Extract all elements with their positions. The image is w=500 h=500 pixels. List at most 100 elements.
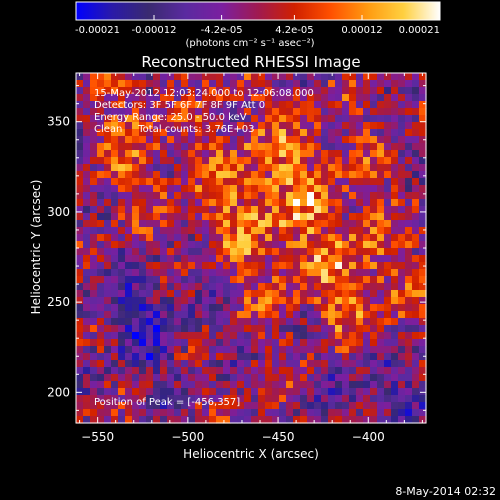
heatmap-cell <box>335 332 343 340</box>
heatmap-cell <box>104 311 112 319</box>
heatmap-cell <box>398 262 406 270</box>
heatmap-cell <box>181 367 189 375</box>
heatmap-cell <box>132 402 140 410</box>
heatmap-cell <box>307 381 315 389</box>
heatmap-cell <box>405 157 413 165</box>
heatmap-cell <box>244 339 252 347</box>
heatmap-cell <box>342 290 350 298</box>
heatmap-cell <box>349 332 357 340</box>
heatmap-cell <box>328 353 336 361</box>
heatmap-cell <box>342 185 350 193</box>
heatmap-cell <box>419 115 427 123</box>
heatmap-cell <box>342 353 350 361</box>
heatmap-cell <box>321 388 329 396</box>
heatmap-cell <box>230 87 238 95</box>
heatmap-cell <box>76 213 84 221</box>
heatmap-cell <box>76 304 84 312</box>
heatmap-cell <box>342 143 350 151</box>
heatmap-cell <box>272 388 280 396</box>
heatmap-cell <box>349 101 357 109</box>
heatmap-cell <box>139 374 147 382</box>
heatmap-cell <box>356 73 364 81</box>
heatmap-cell <box>202 297 210 305</box>
heatmap-cell <box>104 80 112 88</box>
heatmap-cell <box>188 346 196 354</box>
heatmap-cell <box>160 157 168 165</box>
heatmap-cell <box>349 353 357 361</box>
heatmap-cell <box>125 402 133 410</box>
heatmap-cell <box>160 374 168 382</box>
heatmap-cell <box>90 192 98 200</box>
heatmap-cell <box>377 248 385 256</box>
heatmap-cell <box>244 402 252 410</box>
heatmap-cell <box>160 283 168 291</box>
heatmap-cell <box>363 255 371 263</box>
heatmap-cell <box>188 143 196 151</box>
heatmap-cell <box>83 101 91 109</box>
heatmap-cell <box>237 101 245 109</box>
heatmap-cell <box>97 416 105 424</box>
heatmap-cell <box>111 241 119 249</box>
heatmap-cell <box>377 311 385 319</box>
heatmap-cell <box>174 395 182 403</box>
heatmap-cell <box>293 311 301 319</box>
heatmap-cell <box>279 164 287 172</box>
colorbar-tick-label: -4.2e-05 <box>201 25 243 36</box>
heatmap-cell <box>265 171 273 179</box>
heatmap-cell <box>111 388 119 396</box>
heatmap-cell <box>412 171 420 179</box>
heatmap-cell <box>419 353 427 361</box>
heatmap-cell <box>104 73 112 81</box>
heatmap-cell <box>293 108 301 116</box>
heatmap-cell <box>139 143 147 151</box>
heatmap-cell <box>83 192 91 200</box>
heatmap-cell <box>111 171 119 179</box>
heatmap-cell <box>90 304 98 312</box>
heatmap-cell <box>398 73 406 81</box>
heatmap-cell <box>195 325 203 333</box>
heatmap-cell <box>335 150 343 158</box>
heatmap-cell <box>405 269 413 277</box>
heatmap-cell <box>391 276 399 284</box>
heatmap-cell <box>153 157 161 165</box>
heatmap-cell <box>258 276 266 284</box>
heatmap-cell <box>97 255 105 263</box>
heatmap-cell <box>153 297 161 305</box>
heatmap-cell <box>377 171 385 179</box>
heatmap-cell <box>83 290 91 298</box>
heatmap-cell <box>146 388 154 396</box>
heatmap-cell <box>370 143 378 151</box>
heatmap-cell <box>342 255 350 263</box>
heatmap-cell <box>188 227 196 235</box>
heatmap-cell <box>237 395 245 403</box>
heatmap-cell <box>111 297 119 305</box>
heatmap-cell <box>174 129 182 137</box>
heatmap-cell <box>251 115 259 123</box>
heatmap-cell <box>118 402 126 410</box>
heatmap-cell <box>188 122 196 130</box>
heatmap-cell <box>153 101 161 109</box>
heatmap-cell <box>125 395 133 403</box>
heatmap-cell <box>104 164 112 172</box>
heatmap-cell <box>244 374 252 382</box>
heatmap-cell <box>125 269 133 277</box>
heatmap-cell <box>202 283 210 291</box>
heatmap-cell <box>153 416 161 424</box>
heatmap-cell <box>167 94 175 102</box>
heatmap-cell <box>153 346 161 354</box>
heatmap-cell <box>244 227 252 235</box>
heatmap-cell <box>146 297 154 305</box>
heatmap-cell <box>146 164 154 172</box>
heatmap-cell <box>412 143 420 151</box>
heatmap-cell <box>349 80 357 88</box>
heatmap-cell <box>202 409 210 417</box>
heatmap-cell <box>251 339 259 347</box>
heatmap-cell <box>181 374 189 382</box>
heatmap-cell <box>321 304 329 312</box>
heatmap-cell <box>384 276 392 284</box>
heatmap-cell <box>405 199 413 207</box>
heatmap-cell <box>76 297 84 305</box>
heatmap-cell <box>377 94 385 102</box>
heatmap-cell <box>153 381 161 389</box>
heatmap-cell <box>153 339 161 347</box>
